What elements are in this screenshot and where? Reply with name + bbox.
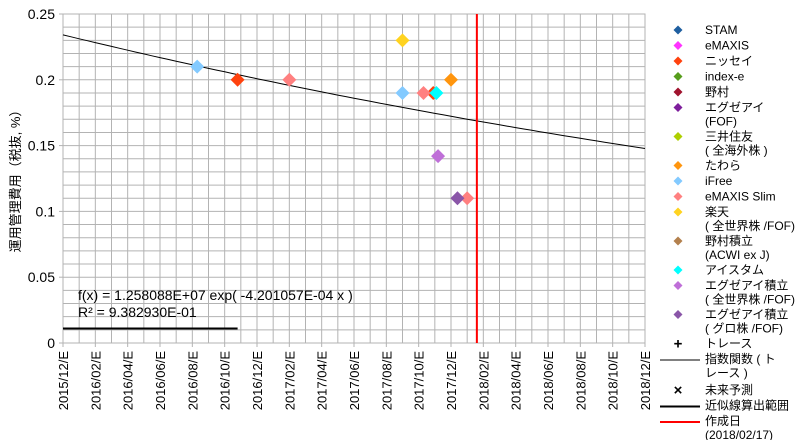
data-point	[395, 85, 410, 100]
legend-marker	[673, 25, 683, 35]
legend-label: レース )	[705, 366, 748, 380]
x-tick-label: 2017/12/E	[444, 351, 459, 411]
x-tick-label: 2018/12/E	[638, 351, 653, 411]
legend-marker	[673, 103, 683, 112]
tick-labels: 0 0.05 0.1 0.15 0.2 0.25 2015/12/E 2016/02/E 201…	[28, 6, 653, 410]
legend-label: 作成日	[705, 414, 741, 428]
legend-label: エグゼアイ積立	[705, 278, 788, 293]
data-point	[416, 85, 431, 100]
legend-label: (FOF)	[705, 115, 737, 129]
legend-marker	[673, 56, 683, 66]
legend-marker	[673, 281, 683, 290]
legend-marker	[673, 207, 683, 217]
legend-label: 楽天	[705, 205, 729, 219]
legend-label: 指数関数 ( ト	[705, 351, 776, 366]
legend-label: 近似線算出範囲	[705, 398, 789, 413]
x-tick-label: 2017/06/E	[347, 351, 362, 411]
y-tick-label: 0.05	[28, 269, 55, 285]
data-point	[230, 72, 245, 87]
x-tick-label: 2016/12/E	[250, 351, 265, 411]
grid	[62, 13, 646, 344]
y-tick-label: 0	[47, 335, 55, 351]
legend-label: 野村積立	[705, 233, 753, 248]
legend-label: たわら	[705, 159, 741, 173]
legend-label: iFree	[705, 174, 733, 188]
legend-label: アイスタム	[705, 263, 764, 277]
legend-label: エグゼアイ	[705, 101, 764, 115]
y-tick-label: 0.2	[36, 72, 56, 88]
legend-marker	[673, 310, 683, 319]
legend-label: エグゼアイ積立	[705, 307, 788, 322]
legend-symbol: ×	[674, 382, 683, 399]
legend-label: eMAXIS	[705, 39, 749, 53]
x-tick-label: 2017/10/E	[412, 351, 427, 411]
y-tick-label: 0.25	[28, 6, 55, 22]
x-tick-label: 2017/08/E	[379, 351, 394, 411]
x-tick-label: 2018/04/E	[509, 351, 524, 411]
x-tick-label: 2016/04/E	[121, 351, 136, 411]
x-tick-label: 2016/06/E	[153, 351, 168, 411]
x-tick-label: 2018/02/E	[476, 351, 491, 411]
legend-label: 三井住友	[705, 130, 753, 144]
legend-marker	[673, 41, 683, 50]
data-point	[450, 191, 465, 206]
x-tick-label: 2016/02/E	[88, 351, 103, 411]
data-point	[444, 72, 458, 87]
y-tick-label: 0.1	[36, 203, 56, 219]
axes	[59, 13, 646, 347]
legend-marker	[673, 192, 683, 201]
trendline	[62, 34, 646, 149]
x-tick-label: 2018/06/E	[541, 351, 556, 411]
legend-marker	[673, 236, 683, 246]
legend-label: STAM	[705, 23, 737, 37]
legend-label: 野村	[705, 85, 729, 99]
legend-label: 未来予測	[705, 383, 753, 397]
x-tick-label: 2016/10/E	[218, 351, 233, 411]
legend-label: (ACWI ex J)	[705, 248, 770, 262]
legend-label: トレース	[705, 337, 752, 351]
legend-marker	[673, 87, 683, 97]
legend-label: ( 全世界株 /FOF)	[705, 218, 795, 233]
legend-marker	[673, 161, 683, 170]
x-tick-label: 2018/10/E	[606, 351, 621, 411]
data-point	[431, 149, 446, 164]
y-axis-label: 運用管理費用（税抜, %）	[8, 104, 23, 253]
legend-marker	[673, 265, 683, 275]
trend-layer	[62, 14, 646, 343]
legend-label: ニッセイ	[705, 54, 753, 68]
legend-label: index-e	[705, 70, 745, 84]
x-tick-label: 2018/08/E	[573, 351, 588, 411]
y-tick-label: 0.15	[28, 138, 55, 154]
legend-label: ( 全世界株 /FOF)	[705, 292, 795, 307]
legend-marker	[673, 72, 683, 81]
data-point	[395, 33, 410, 48]
data-point	[460, 191, 475, 206]
legend-marker	[673, 132, 683, 141]
legend-symbol: +	[674, 336, 683, 353]
data-point	[429, 85, 444, 100]
x-tick-label: 2017/02/E	[282, 351, 297, 411]
legend-marker	[673, 176, 683, 186]
legend-label: (2018/02/17)	[705, 428, 773, 440]
legend-label: ( 全海外株 )	[705, 143, 768, 158]
legend-label: ( グロ株 /FOF)	[705, 321, 783, 336]
trend-equation: f(x) = 1.258088E+07 exp( -4.201057E-04 x…	[78, 287, 353, 303]
data-points	[190, 33, 475, 206]
x-tick-label: 2015/12/E	[56, 351, 71, 411]
x-tick-label: 2016/08/E	[185, 351, 200, 411]
legend-label: eMAXIS Slim	[705, 190, 776, 204]
trend-r2: R² = 9.382930E-01	[78, 304, 197, 320]
data-point	[190, 59, 205, 74]
x-tick-label: 2017/04/E	[315, 351, 330, 411]
data-point	[282, 72, 297, 87]
